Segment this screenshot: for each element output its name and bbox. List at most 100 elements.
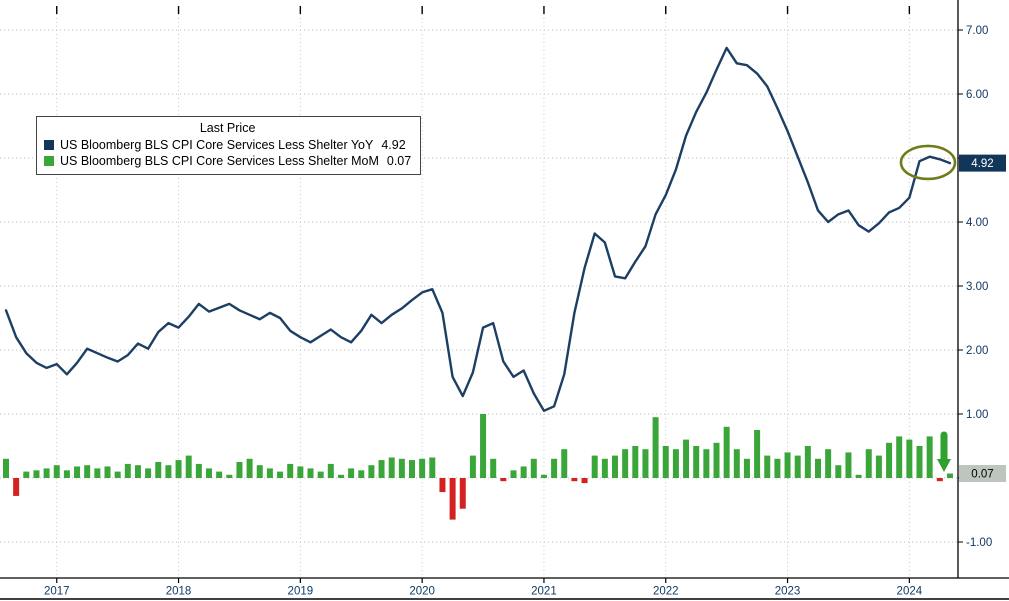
mom-bar [784,452,791,478]
x-axis-year-label: 2018 [166,586,192,598]
mom-bar [378,460,385,478]
mom-bar [551,458,558,478]
mom-bar [33,470,40,478]
legend-item-mom: US Bloomberg BLS CPI Core Services Less … [44,153,411,169]
y-axis-label: 2.00 [966,345,988,357]
mom-bar [571,478,578,482]
mom-bar [855,474,862,478]
mom-bar [936,478,943,482]
mom-bar [297,466,304,478]
mom-bar [165,465,172,478]
y-axis-label: 6.00 [966,89,988,101]
mom-bar [43,468,50,478]
y-axis-label: -1.00 [966,537,992,549]
mom-bar [632,446,639,478]
mom-bar [896,436,903,478]
mom-bar [94,468,101,478]
mom-bar [672,449,679,478]
mom-bar [459,478,466,509]
mom-bar [652,417,659,478]
x-axis-year-label: 2020 [409,586,435,598]
mom-bar [368,465,375,478]
mom-bar [206,468,212,478]
mom-bar [246,458,253,478]
y-axis-label: 1.00 [966,409,988,421]
mom-bar [581,478,588,484]
mom-bar [449,478,456,520]
mom-bar [439,478,446,493]
mom-last-price: 0.07 [386,154,412,168]
mom-series-label: US Bloomberg BLS CPI Core Services Less … [60,154,379,168]
mom-bar [256,465,263,478]
last-price-badge [959,154,1006,172]
mom-bar [733,449,740,478]
mom-bar [53,465,60,478]
y-axis-label: 3.00 [966,281,988,293]
x-axis-year-label: 2019 [288,586,314,598]
mom-bar [317,471,324,478]
mom-bar [540,474,547,478]
x-axis-year-label: 2017 [44,586,70,598]
mom-bar [84,465,91,478]
mom-bar [683,439,690,478]
yoy-series-swatch-icon [44,140,54,150]
mom-bar [226,474,233,478]
legend-item-yoy: US Bloomberg BLS CPI Core Services Less … [44,137,411,153]
mom-bar [337,474,344,478]
mom-bar [63,470,70,478]
mom-bar [13,478,20,496]
mom-bar [916,446,923,478]
mom-bar [287,463,294,478]
mom-bar [510,470,517,478]
legend-title: Last Price [199,121,256,135]
mom-bar [835,465,842,478]
mom-bar [388,457,395,478]
mom-bar [216,471,223,478]
mom-bar [23,471,30,478]
mom-bar [134,465,141,478]
x-axis-year-label: 2021 [531,586,557,598]
mom-bar [591,455,598,478]
mom-bar [530,458,537,478]
mom-bar [429,457,436,478]
last-price-badge [959,465,1006,483]
mom-bar [155,462,162,478]
mom-bar [612,455,618,478]
mom-bar [175,460,182,478]
mom-bar [419,458,426,478]
mom-bar [480,414,487,478]
yoy-last-price: 4.92 [381,138,406,152]
down-arrow-head-icon [937,459,951,472]
y-axis-label: 4.00 [966,217,988,229]
mom-bar [145,468,152,478]
mom-bar [886,442,893,478]
mom-bar [815,458,821,478]
mom-bar [743,458,750,478]
x-axis-year-label: 2023 [775,586,801,598]
mom-bar [713,442,720,478]
x-axis-year-label: 2024 [897,586,923,598]
mom-bar [804,446,811,478]
mom-bar [601,458,608,478]
mom-bar [236,462,243,478]
mom-bar [845,452,852,478]
last-price-badge-text: 0.07 [971,469,993,481]
mom-bar [794,455,801,478]
mom-bar [865,449,872,478]
mom-bar [906,439,913,478]
mom-bar [703,449,710,478]
mom-bar [114,471,121,478]
mom-bar [622,449,629,478]
mom-bar [195,463,202,478]
mom-bar [104,466,111,478]
mom-bar [926,436,933,478]
mom-bar [409,460,415,478]
highlight-ellipse [899,144,957,181]
mom-bar [358,470,365,478]
mom-bar [561,449,568,478]
mom-bar [875,455,882,478]
mom-bar [754,430,761,478]
mom-bar [500,478,507,482]
mom-series-swatch-icon [44,156,54,166]
